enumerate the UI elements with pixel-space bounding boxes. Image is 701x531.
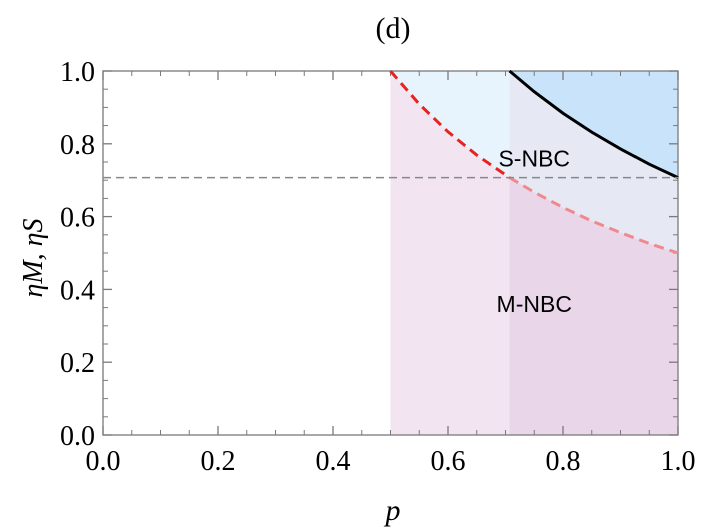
chart-title: (d) bbox=[376, 12, 411, 45]
x-tick-label: 0.2 bbox=[201, 446, 236, 477]
region-between-curves bbox=[509, 71, 678, 253]
y-tick-label: 0.8 bbox=[60, 130, 95, 161]
x-axis-label: p bbox=[384, 494, 401, 527]
axis-ticks: 0.0 0.2 0.4 0.6 0.8 1.0 0.0 0.2 0.4 0.6 0.8 1.0 bbox=[60, 57, 696, 477]
x-tick-label: 0.4 bbox=[316, 446, 351, 477]
region-s-nbc-overlap bbox=[509, 71, 678, 178]
y-tick-label: 1.0 bbox=[60, 57, 95, 88]
y-axis-label: ηM, ηS bbox=[18, 218, 49, 297]
x-tick-label: 1.0 bbox=[661, 446, 696, 477]
x-tick-label: 0.8 bbox=[546, 446, 581, 477]
y-tick-label: 0.2 bbox=[60, 348, 95, 379]
series-red-dashed bbox=[389, 70, 511, 179]
y-tick-label: 0.0 bbox=[60, 421, 95, 452]
x-tick-label: 0.0 bbox=[86, 446, 121, 477]
region-label-m-nbc: M-NBC bbox=[497, 291, 572, 317]
x-tick-label: 0.6 bbox=[431, 446, 466, 477]
series-black-solid bbox=[508, 69, 679, 179]
series-lines bbox=[103, 69, 679, 255]
region-m-nbc-overlap bbox=[509, 177, 678, 435]
shaded-regions bbox=[390, 71, 678, 435]
region-label-s-nbc: S-NBC bbox=[498, 145, 570, 171]
y-tick-label: 0.4 bbox=[60, 275, 95, 306]
y-tick-label: 0.6 bbox=[60, 203, 95, 234]
